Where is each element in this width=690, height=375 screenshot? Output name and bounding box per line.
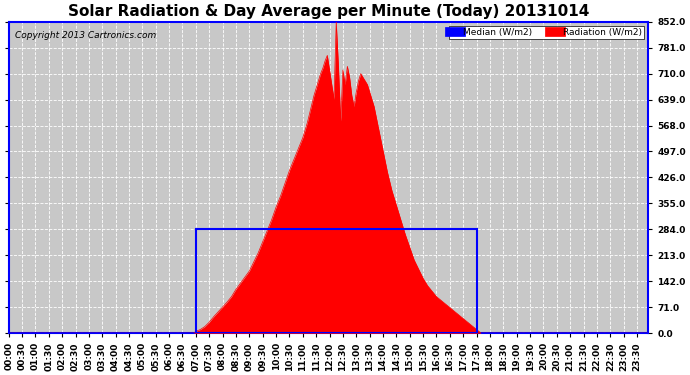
Text: Copyright 2013 Cartronics.com: Copyright 2013 Cartronics.com [15, 31, 157, 40]
Title: Solar Radiation & Day Average per Minute (Today) 20131014: Solar Radiation & Day Average per Minute… [68, 4, 589, 19]
Bar [196, 230, 477, 333]
Legend: Median (W/m2), Radiation (W/m2): Median (W/m2), Radiation (W/m2) [448, 26, 644, 39]
